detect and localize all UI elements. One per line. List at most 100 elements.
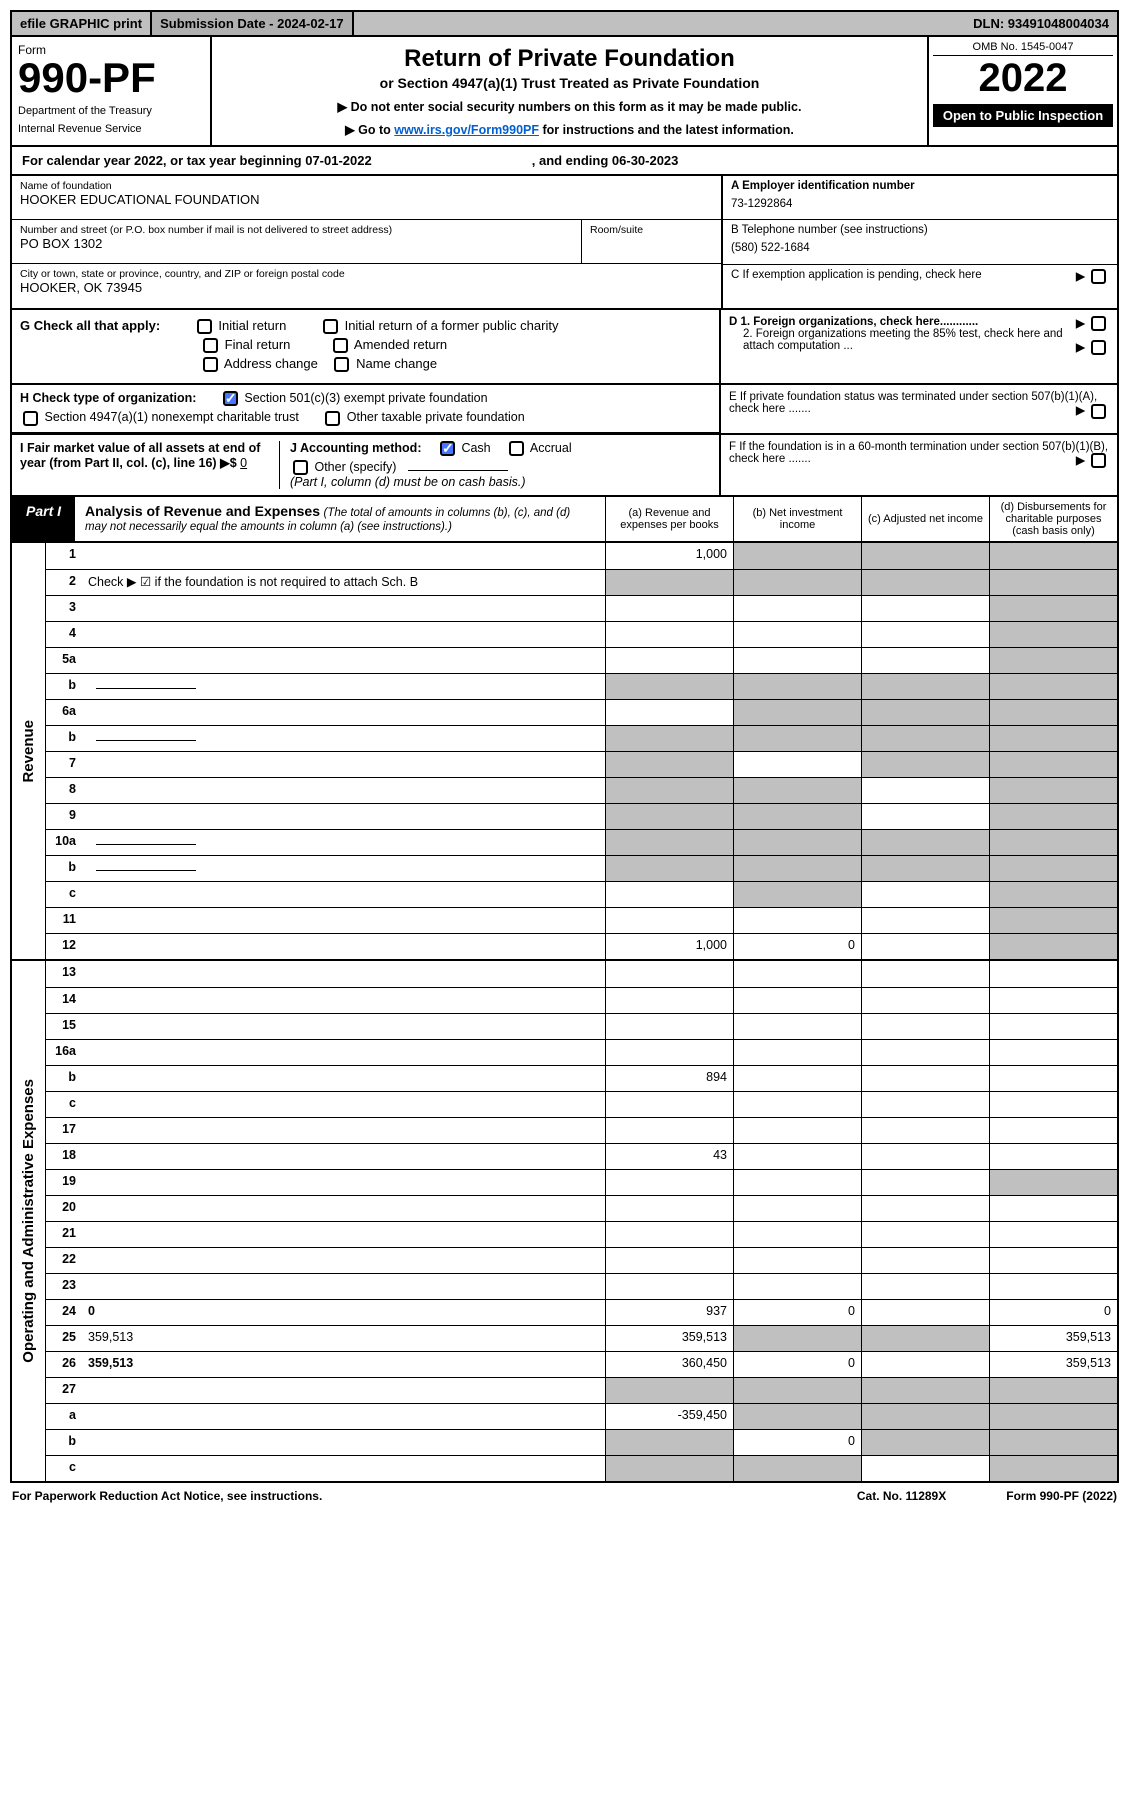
- row-num: 27: [46, 1378, 82, 1403]
- cell-d: [989, 726, 1117, 751]
- other-label: Other (specify): [314, 460, 396, 474]
- cell-c: [861, 1378, 989, 1403]
- cell-d: [989, 1274, 1117, 1299]
- name-checkbox[interactable]: [334, 357, 349, 372]
- revenue-label: Revenue: [12, 543, 46, 959]
- row-num: b: [46, 1430, 82, 1455]
- cell-b: [733, 1066, 861, 1091]
- accrual-checkbox[interactable]: [509, 441, 524, 456]
- arrow-icon: ▶: [1076, 455, 1085, 467]
- instruction-1: ▶ Do not enter social security numbers o…: [228, 99, 911, 114]
- amended-label: Amended return: [354, 337, 447, 352]
- f-text: F If the foundation is in a 60-month ter…: [729, 441, 1108, 465]
- j-note: (Part I, column (d) must be on cash basi…: [290, 475, 711, 489]
- f-checkbox[interactable]: [1091, 453, 1106, 468]
- row-desc: [82, 1196, 605, 1221]
- cell-a: [605, 1222, 733, 1247]
- cell-a: [605, 674, 733, 699]
- h-501c3-checkbox[interactable]: [223, 391, 238, 406]
- cell-a: [605, 856, 733, 881]
- cell-b: [733, 596, 861, 621]
- form-title: Return of Private Foundation: [228, 45, 911, 73]
- cell-c: [861, 1430, 989, 1455]
- expenses-table: Operating and Administrative Expenses 13…: [10, 961, 1119, 1483]
- row-num: 2: [46, 570, 82, 595]
- header-center: Return of Private Foundation or Section …: [212, 37, 927, 145]
- table-row: 11: [46, 907, 1117, 933]
- cell-a: [605, 988, 733, 1013]
- row-desc: [82, 1092, 605, 1117]
- initial-former-checkbox[interactable]: [323, 319, 338, 334]
- row-desc: [82, 1014, 605, 1039]
- c-checkbox[interactable]: [1091, 269, 1106, 284]
- e-checkbox[interactable]: [1091, 404, 1106, 419]
- address-checkbox[interactable]: [203, 357, 218, 372]
- expenses-body: 13141516ab894c17184319202122232409370025…: [46, 961, 1117, 1481]
- form-link[interactable]: www.irs.gov/Form990PF: [394, 123, 539, 137]
- initial-checkbox[interactable]: [197, 319, 212, 334]
- cell-d: [989, 1118, 1117, 1143]
- table-row: 10a: [46, 829, 1117, 855]
- h-4947-checkbox[interactable]: [23, 411, 38, 426]
- final-checkbox[interactable]: [203, 338, 218, 353]
- table-row: b: [46, 673, 1117, 699]
- row-desc: 0: [82, 1300, 605, 1325]
- other-field[interactable]: [408, 470, 508, 471]
- c-text: C If exemption application is pending, c…: [731, 269, 982, 281]
- row-desc: [82, 1118, 605, 1143]
- city-value: HOOKER, OK 73945: [20, 280, 713, 295]
- table-row: 7: [46, 751, 1117, 777]
- submission-date: Submission Date - 2024-02-17: [152, 12, 354, 35]
- cell-c: [861, 596, 989, 621]
- cell-b: [733, 674, 861, 699]
- table-row: a-359,450: [46, 1403, 1117, 1429]
- cell-b: [733, 1144, 861, 1169]
- d2-row: 2. Foreign organizations meeting the 85%…: [743, 328, 1109, 352]
- cell-a: [605, 1196, 733, 1221]
- d1-checkbox[interactable]: [1091, 316, 1106, 331]
- d2-checkbox[interactable]: [1091, 340, 1106, 355]
- row-desc: [82, 1430, 605, 1455]
- cell-b: [733, 1326, 861, 1351]
- instruction-2: ▶ Go to www.irs.gov/Form990PF for instru…: [228, 122, 911, 137]
- cell-c: [861, 882, 989, 907]
- cell-d: [989, 908, 1117, 933]
- cell-c: [861, 674, 989, 699]
- row-num: 22: [46, 1248, 82, 1273]
- cash-checkbox[interactable]: [440, 441, 455, 456]
- cell-d: 0: [989, 1300, 1117, 1325]
- initial-label: Initial return: [218, 318, 286, 333]
- other-checkbox[interactable]: [293, 460, 308, 475]
- h-other-checkbox[interactable]: [325, 411, 340, 426]
- city-label: City or town, state or province, country…: [20, 268, 713, 280]
- cell-blank: [861, 570, 989, 595]
- cell-a: [605, 908, 733, 933]
- footer: For Paperwork Reduction Act Notice, see …: [10, 1483, 1119, 1509]
- cell-a: 43: [605, 1144, 733, 1169]
- cell-a: [605, 1014, 733, 1039]
- part-header: Part I Analysis of Revenue and Expenses …: [10, 497, 1119, 543]
- row-num: b: [46, 674, 82, 699]
- arrow-icon: ▶: [1076, 271, 1085, 283]
- e-text: E If private foundation status was termi…: [729, 391, 1097, 415]
- cell-c: [861, 543, 989, 569]
- row-desc: [82, 648, 605, 673]
- table-row: 27: [46, 1377, 1117, 1403]
- table-row: 8: [46, 777, 1117, 803]
- table-row: 24093700: [46, 1299, 1117, 1325]
- amended-checkbox[interactable]: [333, 338, 348, 353]
- row-num: 8: [46, 778, 82, 803]
- cell-c: [861, 1456, 989, 1481]
- cell-b: 0: [733, 1430, 861, 1455]
- cell-d: [989, 1378, 1117, 1403]
- table-row: b: [46, 855, 1117, 881]
- street-value: PO BOX 1302: [20, 236, 573, 251]
- phone-value: (580) 522-1684: [731, 242, 1109, 254]
- row-num: c: [46, 882, 82, 907]
- cell-a: [605, 830, 733, 855]
- cell-d: [989, 1404, 1117, 1429]
- row-num: 13: [46, 961, 82, 987]
- calendar-year-row: For calendar year 2022, or tax year begi…: [10, 147, 1119, 176]
- info-grid: Name of foundation HOOKER EDUCATIONAL FO…: [10, 176, 1119, 310]
- row-desc: [82, 700, 605, 725]
